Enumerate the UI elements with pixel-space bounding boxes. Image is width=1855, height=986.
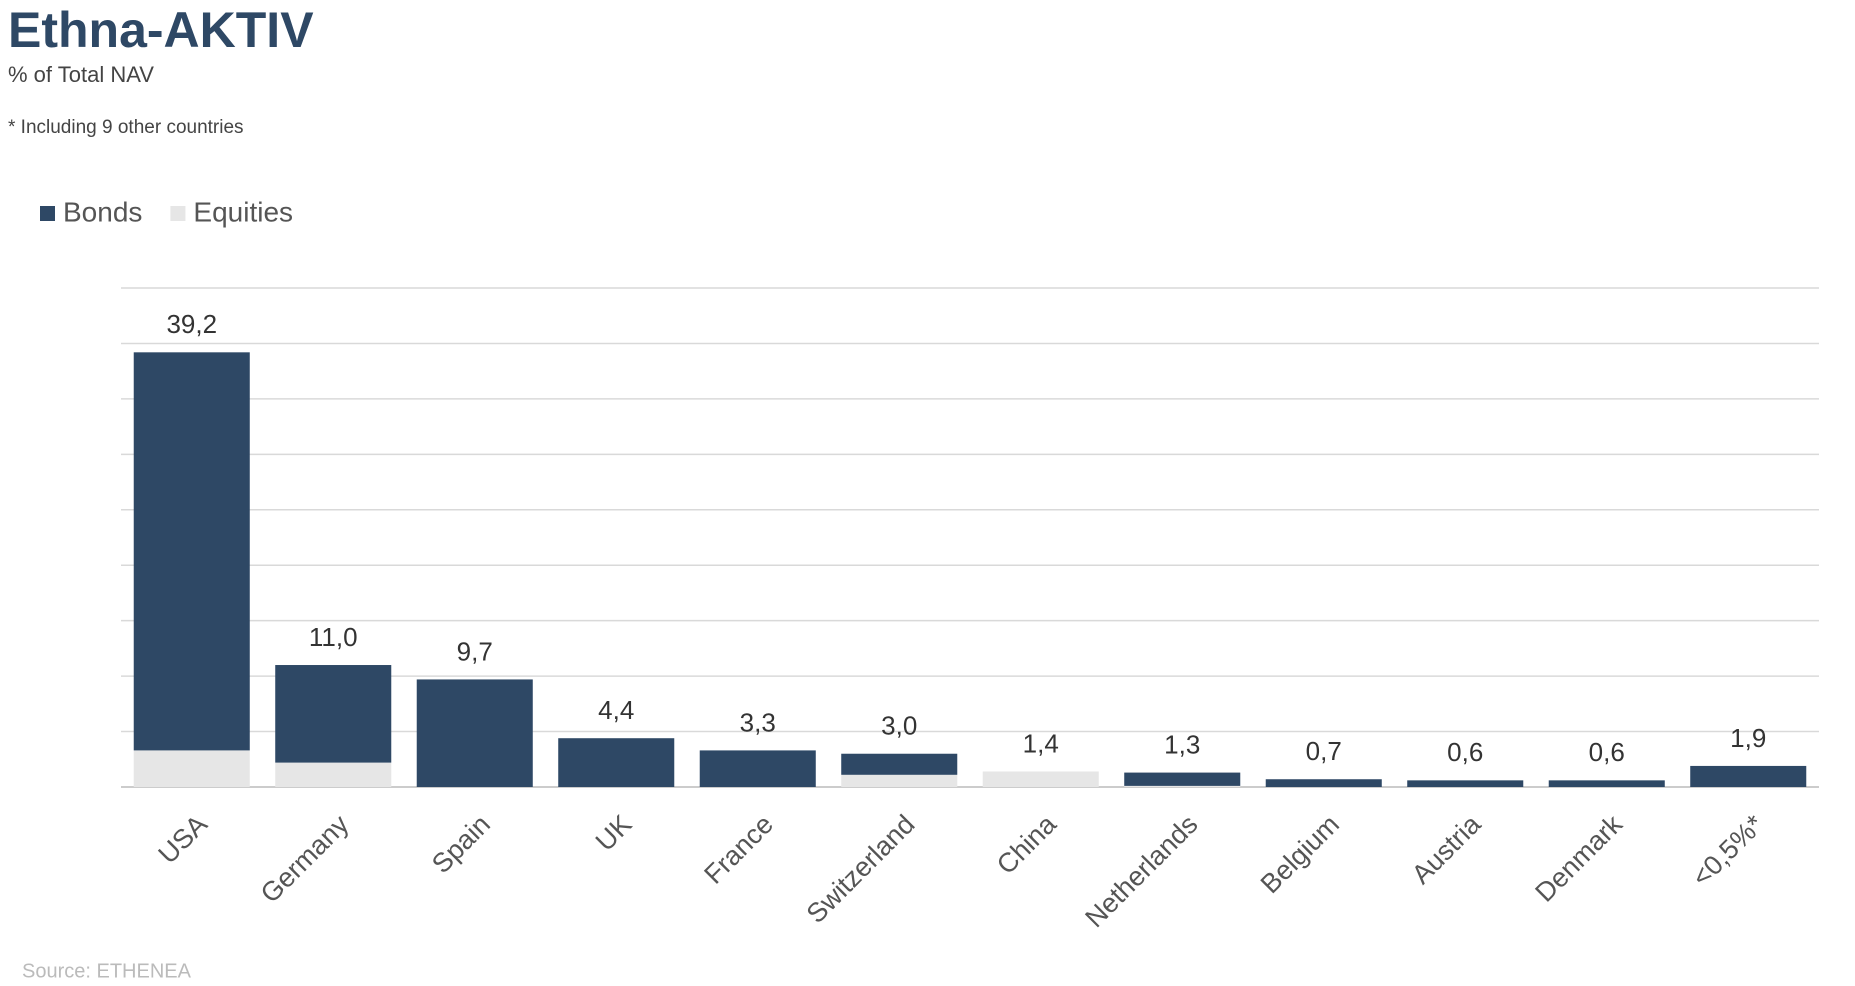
x-tick-label: Austria	[1406, 808, 1487, 889]
x-tick-label: UK	[590, 809, 638, 857]
data-label: 3,3	[740, 707, 776, 737]
chart-title: Ethna-AKTIV	[8, 2, 314, 58]
data-label: 0,6	[1589, 737, 1625, 767]
x-tick-label: Spain	[426, 809, 496, 879]
bar-segment	[1124, 785, 1241, 787]
bar-segment	[416, 679, 533, 787]
data-label: 3,0	[881, 711, 917, 741]
data-label: 4,4	[598, 695, 634, 725]
chart-note: * Including 9 other countries	[8, 117, 244, 138]
data-label: 1,3	[1164, 729, 1200, 759]
bar-segment	[133, 352, 250, 751]
bar-segment	[1548, 780, 1665, 787]
x-tick-label: Denmark	[1529, 809, 1628, 908]
legend-swatch	[170, 206, 186, 221]
x-tick-label: Belgium	[1255, 809, 1345, 899]
bar-segment	[841, 774, 958, 787]
x-tick-label: China	[991, 808, 1063, 880]
bar-segment	[699, 750, 816, 787]
bar-segment	[275, 762, 392, 787]
bar-segment	[841, 753, 958, 775]
data-label: 0,7	[1306, 736, 1342, 766]
legend-label: Bonds	[63, 196, 142, 227]
bar-segment	[133, 750, 250, 787]
data-label: 1,9	[1730, 723, 1766, 753]
data-label: 11,0	[309, 622, 358, 652]
data-label: 1,4	[1023, 728, 1059, 758]
x-tick-label: France	[698, 809, 779, 890]
x-tick-label: Netherlands	[1079, 809, 1203, 933]
data-label: 39,2	[166, 309, 217, 339]
bar-segment	[1407, 780, 1524, 787]
x-tick-label: Germany	[255, 809, 355, 909]
chart-subtitle: % of Total NAV	[8, 62, 154, 87]
data-label: 9,7	[457, 636, 493, 666]
bar-segment	[1690, 765, 1807, 787]
bar-segment	[1265, 779, 1382, 787]
bar-segment	[1124, 772, 1241, 786]
bar-segment	[275, 665, 392, 763]
legend-label: Equities	[193, 196, 293, 227]
bar-segment	[558, 738, 675, 787]
legend-swatch	[40, 206, 55, 221]
x-tick-label: Switzerland	[801, 809, 921, 929]
source: Source: ETHENEA	[22, 960, 192, 982]
x-tick-label: <0,5%*	[1686, 809, 1770, 893]
data-label: 0,6	[1447, 737, 1483, 767]
bar-segment	[982, 771, 1099, 787]
x-tick-label: USA	[153, 809, 213, 869]
